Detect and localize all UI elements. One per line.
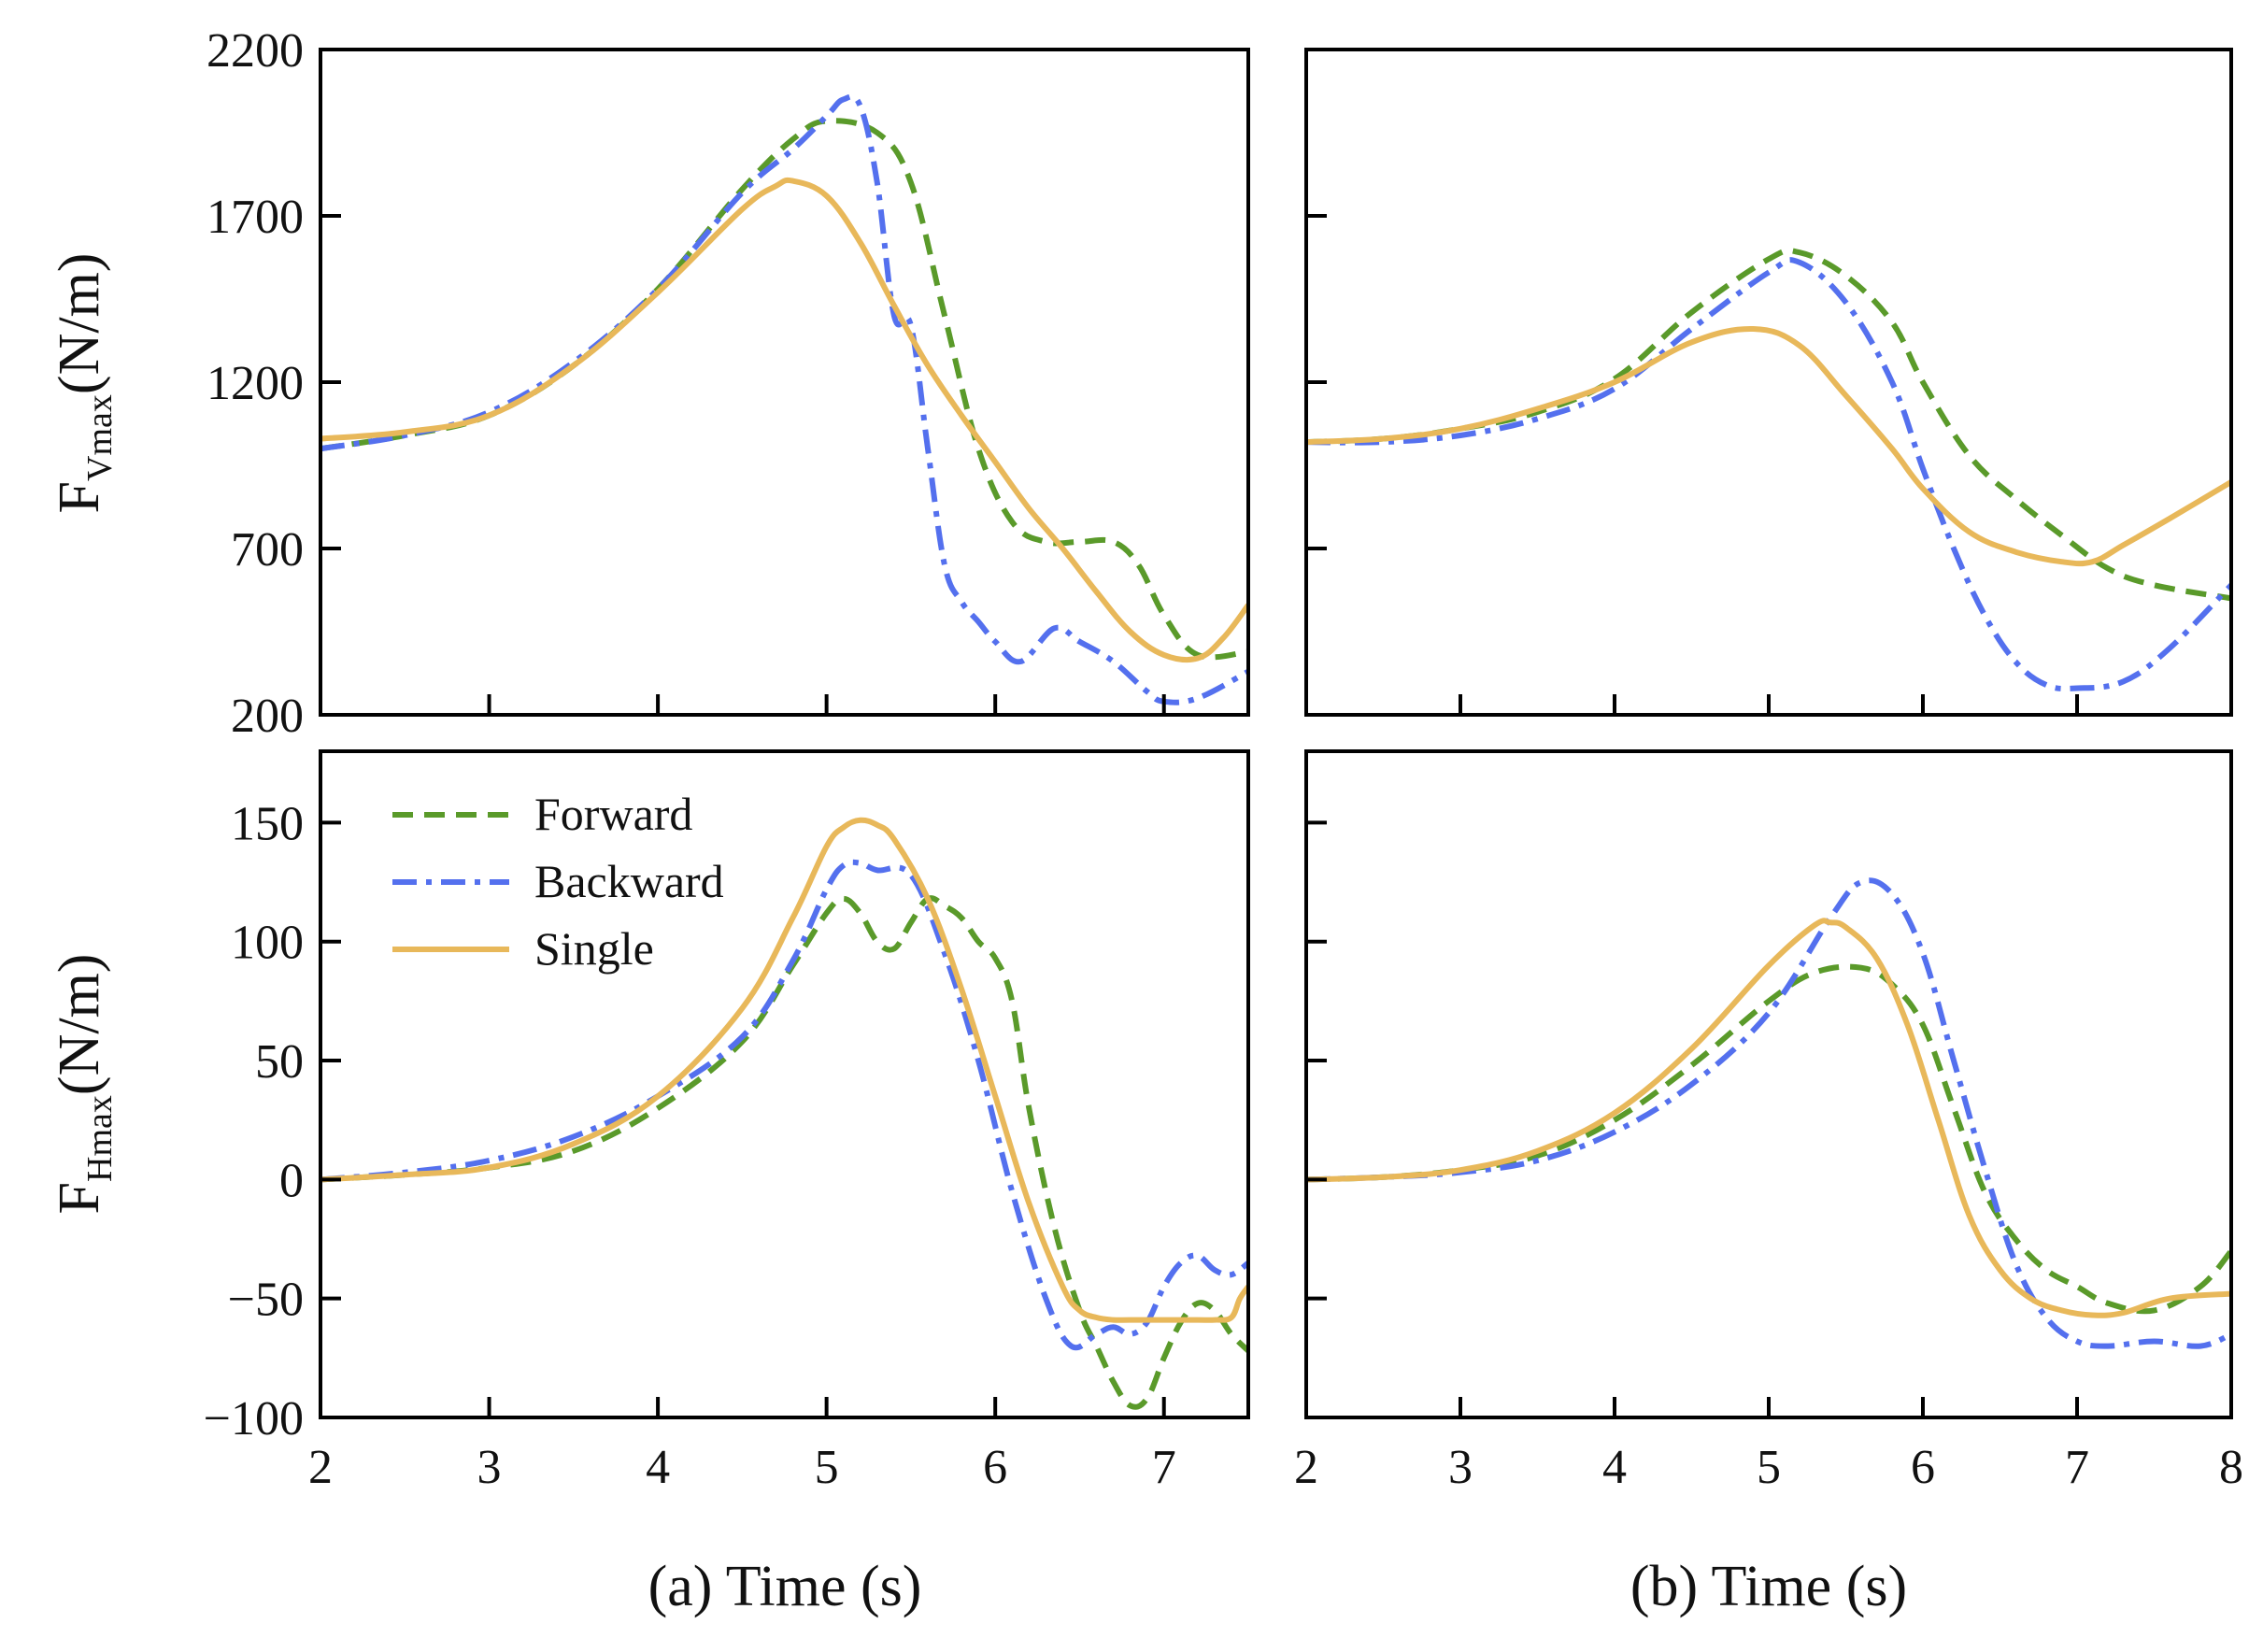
y-axis-label-top-sub: Vmax bbox=[80, 394, 120, 481]
series-line-backward bbox=[1306, 877, 2231, 1349]
series-group bbox=[320, 93, 1248, 705]
y-tick-label: 1200 bbox=[206, 357, 304, 410]
panel-a-top-vertical-force: 200 700 1200 1700 2200 bbox=[206, 24, 1250, 743]
legend-label-forward: Forward bbox=[534, 788, 692, 840]
y-tick-label: 200 bbox=[231, 690, 304, 743]
x-tick-label: 8 bbox=[2219, 1441, 2243, 1494]
x-tick-label: 4 bbox=[1602, 1441, 1627, 1494]
y-tick-label: 100 bbox=[231, 917, 304, 970]
legend-label-backward: Backward bbox=[534, 855, 724, 907]
panel-b-top-vertical-force bbox=[1304, 48, 2233, 717]
x-tick-label: 6 bbox=[1911, 1441, 1935, 1494]
y-axis-label-bottom-sub: Hmax bbox=[80, 1095, 120, 1182]
x-tick-label: 2 bbox=[1294, 1441, 1318, 1494]
x-tick-label: 5 bbox=[815, 1441, 839, 1494]
y-axis-label-bottom-unit: (N/m) bbox=[48, 954, 111, 1096]
y-axis-label-bottom-main: F bbox=[48, 1182, 111, 1214]
y-tick-label: −100 bbox=[204, 1392, 304, 1446]
y-axis-label-top-main: F bbox=[48, 481, 111, 513]
series-line-forward bbox=[320, 118, 1248, 661]
x-axis-label-b: (b) Time (s) bbox=[1630, 1555, 1907, 1618]
x-tick-label: 6 bbox=[983, 1441, 1007, 1494]
x-tick-label: 7 bbox=[1152, 1441, 1176, 1494]
series-line-forward bbox=[1306, 963, 2231, 1315]
series-line-single bbox=[320, 177, 1248, 663]
x-tick-label: 3 bbox=[477, 1441, 502, 1494]
series-line-single bbox=[320, 817, 1248, 1323]
series-line-forward bbox=[320, 895, 1248, 1410]
plot-frame bbox=[1304, 48, 2233, 717]
y-tick-label: 1700 bbox=[206, 191, 304, 244]
x-tick-label: 3 bbox=[1448, 1441, 1473, 1494]
legend: Forward Backward Single bbox=[392, 788, 724, 975]
panel-a-bottom-horizontal-force: −100 −50 0 50 100 150 2 3 4 5 6 7 bbox=[204, 749, 1250, 1494]
series-group bbox=[1306, 877, 2231, 1349]
panel-b-bottom-horizontal-force: 2 3 4 5 6 7 8 bbox=[1294, 749, 2243, 1494]
y-tick-label: 700 bbox=[231, 523, 304, 577]
y-axis-label-top-unit: (N/m) bbox=[48, 253, 111, 395]
y-tick-label: 150 bbox=[231, 797, 304, 850]
y-axis-label-top: FVmax(N/m) bbox=[48, 253, 120, 514]
y-tick-label: 2200 bbox=[206, 24, 304, 78]
x-tick-label: 2 bbox=[308, 1441, 333, 1494]
y-tick-label: 50 bbox=[255, 1035, 304, 1089]
y-tick-label: 0 bbox=[279, 1154, 304, 1207]
x-tick-label: 4 bbox=[646, 1441, 670, 1494]
series-line-backward bbox=[1306, 257, 2231, 692]
plot-frame bbox=[319, 749, 1250, 1419]
y-tick-label: −50 bbox=[228, 1274, 304, 1327]
legend-label-single: Single bbox=[534, 922, 654, 975]
series-line-forward bbox=[1306, 247, 2231, 602]
series-group bbox=[1306, 247, 2231, 692]
y-axis-label-bottom: FHmax(N/m) bbox=[48, 954, 120, 1215]
series-line-single bbox=[1306, 325, 2231, 567]
series-line-single bbox=[1306, 918, 2231, 1318]
x-tick-label: 5 bbox=[1757, 1441, 1781, 1494]
x-axis-label-a: (a) Time (s) bbox=[648, 1555, 922, 1618]
series-group bbox=[320, 817, 1248, 1410]
x-tick-label: 7 bbox=[2065, 1441, 2089, 1494]
